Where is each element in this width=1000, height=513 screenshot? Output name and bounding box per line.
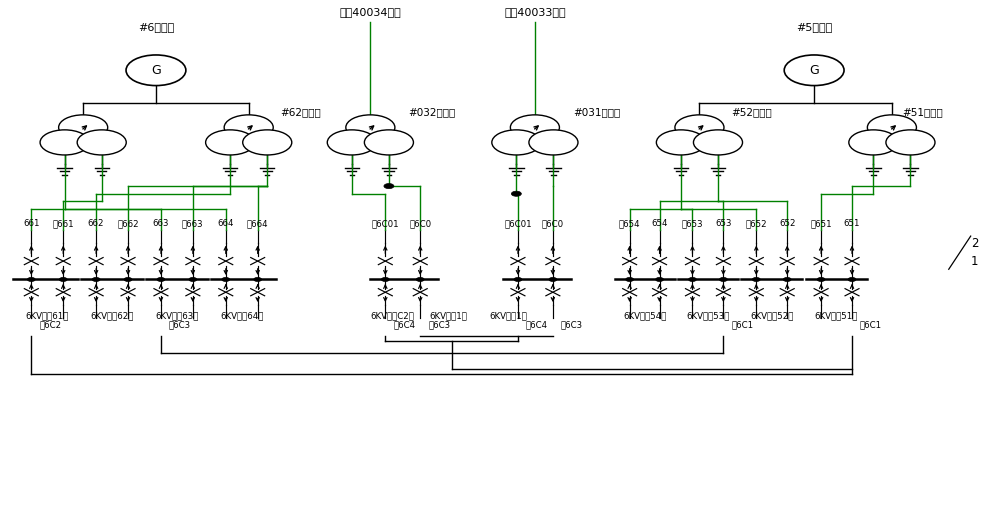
Text: 补6C0: 补6C0 — [409, 220, 431, 228]
Text: 备651: 备651 — [810, 220, 832, 228]
Text: G: G — [809, 64, 819, 77]
Circle shape — [157, 278, 165, 282]
Circle shape — [848, 278, 856, 282]
Text: 6KV厂用52段: 6KV厂用52段 — [750, 311, 793, 320]
Text: #62高厂变: #62高厂变 — [281, 107, 321, 117]
Circle shape — [126, 55, 186, 86]
Text: #51高厂变: #51高厂变 — [902, 107, 943, 117]
Text: 2: 2 — [971, 237, 978, 250]
Text: 6KV厂用61段: 6KV厂用61段 — [26, 311, 69, 320]
Circle shape — [381, 278, 389, 282]
Text: 6KV厂用53段: 6KV厂用53段 — [686, 311, 730, 320]
Circle shape — [752, 278, 760, 282]
Circle shape — [222, 278, 230, 282]
Text: #032启动变: #032启动变 — [408, 107, 456, 117]
Text: 备662: 备662 — [117, 220, 139, 228]
Text: 6KV厂用51段: 6KV厂用51段 — [815, 311, 858, 320]
Text: 补6C1: 补6C1 — [731, 320, 753, 329]
Circle shape — [886, 130, 935, 155]
Circle shape — [656, 130, 705, 155]
Text: 6KV厂用62段: 6KV厂用62段 — [90, 311, 134, 320]
Circle shape — [511, 191, 521, 196]
Text: 662: 662 — [88, 220, 104, 228]
Circle shape — [784, 55, 844, 86]
Circle shape — [656, 278, 664, 282]
Text: 664: 664 — [218, 220, 234, 228]
Circle shape — [364, 130, 413, 155]
Text: 备661: 备661 — [52, 220, 74, 228]
Text: 备654: 备654 — [619, 220, 640, 228]
Text: 6KV厂用54段: 6KV厂用54段 — [623, 311, 666, 320]
Circle shape — [849, 130, 898, 155]
Text: #52高厂变: #52高厂变 — [731, 107, 772, 117]
Circle shape — [206, 130, 255, 155]
Circle shape — [510, 115, 559, 140]
Circle shape — [817, 278, 825, 282]
Text: 备652: 备652 — [745, 220, 767, 228]
Circle shape — [254, 278, 262, 282]
Text: 来自40033刀闸: 来自40033刀闸 — [504, 7, 566, 17]
Circle shape — [416, 278, 424, 282]
Circle shape — [59, 115, 108, 140]
Circle shape — [59, 278, 67, 282]
Text: 补6C3: 补6C3 — [428, 320, 450, 329]
Circle shape — [27, 278, 35, 282]
Circle shape — [189, 278, 197, 282]
Text: 煤6C1: 煤6C1 — [860, 320, 882, 329]
Circle shape — [719, 278, 727, 282]
Text: 备664: 备664 — [247, 220, 268, 228]
Circle shape — [92, 278, 100, 282]
Circle shape — [549, 278, 557, 282]
Circle shape — [529, 130, 578, 155]
Circle shape — [243, 130, 292, 155]
Circle shape — [675, 115, 724, 140]
Text: 6KV补水C2段: 6KV补水C2段 — [371, 311, 415, 320]
Text: 备653: 备653 — [682, 220, 703, 228]
Text: 1: 1 — [971, 255, 978, 268]
Circle shape — [327, 130, 376, 155]
Text: 652: 652 — [779, 220, 795, 228]
Text: G: G — [151, 64, 161, 77]
Text: 补6C3: 补6C3 — [169, 320, 191, 329]
Circle shape — [783, 278, 791, 282]
Text: 6KV补水1段: 6KV补水1段 — [429, 311, 467, 320]
Text: 661: 661 — [23, 220, 40, 228]
Text: #5发电机: #5发电机 — [796, 22, 832, 32]
Circle shape — [514, 278, 522, 282]
Circle shape — [346, 115, 395, 140]
Circle shape — [492, 130, 541, 155]
Circle shape — [693, 130, 743, 155]
Text: 6KV厂用63段: 6KV厂用63段 — [155, 311, 199, 320]
Text: 煤6C3: 煤6C3 — [561, 320, 583, 329]
Text: 煤6C4: 煤6C4 — [526, 320, 548, 329]
Text: 煤6C01: 煤6C01 — [504, 220, 532, 228]
Circle shape — [224, 115, 273, 140]
Text: 补6C01: 补6C01 — [372, 220, 399, 228]
Circle shape — [40, 130, 89, 155]
Text: 煤6C2: 煤6C2 — [39, 320, 61, 329]
Text: 653: 653 — [715, 220, 732, 228]
Circle shape — [384, 184, 394, 189]
Text: 6KV输煤1段: 6KV输煤1段 — [489, 311, 527, 320]
Text: #031启动变: #031启动变 — [573, 107, 620, 117]
Text: 煤6C0: 煤6C0 — [542, 220, 564, 228]
Circle shape — [688, 278, 696, 282]
Text: 6KV厂用64段: 6KV厂用64段 — [220, 311, 263, 320]
Circle shape — [867, 115, 916, 140]
Text: 补6C4: 补6C4 — [393, 320, 415, 329]
Text: 651: 651 — [844, 220, 860, 228]
Circle shape — [626, 278, 634, 282]
Text: 654: 654 — [651, 220, 668, 228]
Text: #6发电机: #6发电机 — [138, 22, 174, 32]
Circle shape — [124, 278, 132, 282]
Text: 663: 663 — [153, 220, 169, 228]
Text: 来自40034刀闸: 来自40034刀闸 — [339, 7, 401, 17]
Circle shape — [77, 130, 126, 155]
Text: 备663: 备663 — [182, 220, 204, 228]
